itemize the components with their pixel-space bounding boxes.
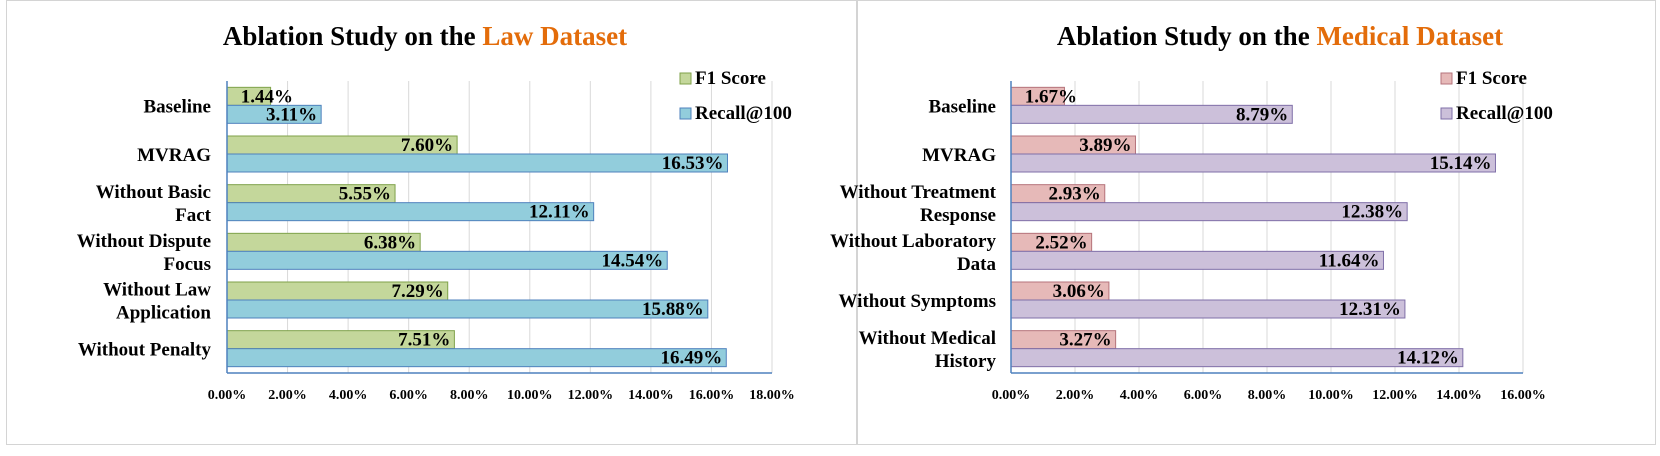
law-x-tick-label: 0.00% <box>208 388 247 403</box>
medical-bar-recall <box>1010 153 1496 173</box>
medical-data-label: 12.31% <box>1339 299 1401 320</box>
medical-data-label: 11.64% <box>1319 250 1380 271</box>
medical-legend-label: F1 Score <box>1456 68 1527 89</box>
medical-data-label: 14.12% <box>1397 348 1459 369</box>
medical-x-tick-label: 10.00% <box>1308 388 1354 403</box>
medical-data-label: 2.52% <box>1035 232 1087 253</box>
medical-x-tick-label: 4.00% <box>1120 388 1159 403</box>
medical-x-tick-label: 0.00% <box>992 388 1031 403</box>
law-x-tick-label: 12.00% <box>568 388 614 403</box>
law-legend-swatch <box>679 72 692 85</box>
medical-data-label: 8.79% <box>1236 104 1288 125</box>
medical-data-label: 3.06% <box>1053 281 1105 302</box>
law-category-label: Application <box>116 303 211 324</box>
medical-x-tick-label: 2.00% <box>1056 388 1095 403</box>
law-chart-svg: Ablation Study on the Law Dataset 0.00% 2.… <box>77 21 795 403</box>
law-data-label: 15.88% <box>642 299 704 320</box>
law-data-label: 7.29% <box>391 281 443 302</box>
law-x-tick-label: 18.00% <box>749 388 795 403</box>
law-data-label: 12.11% <box>529 202 590 223</box>
medical-category-label: Data <box>957 254 997 275</box>
law-category-label: Fact <box>175 205 212 226</box>
law-category-label: Baseline <box>143 96 211 117</box>
medical-chart-svg: Ablation Study on the Medical Dataset 0.0… <box>830 21 1553 403</box>
medical-legend-label: Recall@100 <box>1456 103 1553 124</box>
medical-category-label: MVRAG <box>922 145 996 166</box>
law-x-tick-label: 10.00% <box>507 388 553 403</box>
medical-category-label: Response <box>920 205 996 226</box>
medical-data-label: 3.27% <box>1059 330 1111 351</box>
medical-bar-recall <box>1010 348 1464 368</box>
medical-chart-title: Ablation Study on the Medical Dataset <box>1057 21 1503 51</box>
law-title-prefix: Ablation Study on the <box>223 21 483 51</box>
medical-category-label: Without Symptoms <box>839 291 996 312</box>
law-data-label: 6.38% <box>364 232 416 253</box>
law-data-label: 7.60% <box>401 135 453 156</box>
medical-data-label: 1.67% <box>1025 86 1077 107</box>
law-category-label: Without Dispute <box>77 231 211 252</box>
law-x-tick-label: 8.00% <box>450 388 489 403</box>
medical-legend-swatch <box>1440 107 1453 120</box>
law-legend-swatch <box>679 107 692 120</box>
medical-data-label: 12.38% <box>1341 202 1403 223</box>
law-category-label: MVRAG <box>137 145 211 166</box>
law-category-label: Without Law <box>103 280 211 301</box>
law-chart-title: Ablation Study on the Law Dataset <box>223 21 627 51</box>
law-data-label: 1.44% <box>241 86 293 107</box>
law-title-highlight: Law Dataset <box>482 21 627 51</box>
law-bar-recall <box>226 348 727 368</box>
law-category-label: Focus <box>164 254 212 275</box>
medical-x-tick-label: 6.00% <box>1184 388 1223 403</box>
medical-x-tick-label: 8.00% <box>1248 388 1287 403</box>
medical-data-label: 3.89% <box>1079 135 1131 156</box>
law-x-tick-label: 2.00% <box>268 388 307 403</box>
medical-category-label: Without Treatment <box>840 182 997 203</box>
law-data-label: 7.51% <box>398 330 450 351</box>
law-chart-panel: Ablation Study on the Law Dataset 0.00% 2.… <box>6 0 857 445</box>
law-data-label: 16.49% <box>661 348 723 369</box>
medical-x-tick-label: 14.00% <box>1436 388 1482 403</box>
medical-x-tick-label: 12.00% <box>1372 388 1418 403</box>
medical-title-prefix: Ablation Study on the <box>1057 21 1317 51</box>
law-category-label: Without Basic <box>96 182 211 203</box>
medical-x-tick-label: 16.00% <box>1500 388 1546 403</box>
law-legend-label: Recall@100 <box>695 103 792 124</box>
medical-chart-panel: Ablation Study on the Medical Dataset 0.0… <box>830 0 1656 445</box>
medical-category-label: History <box>935 351 997 372</box>
law-x-tick-label: 16.00% <box>689 388 735 403</box>
medical-category-label: Without Medical <box>859 328 996 349</box>
medical-title-highlight: Medical Dataset <box>1316 21 1503 51</box>
law-data-label: 3.11% <box>266 104 317 125</box>
medical-category-label: Baseline <box>928 96 996 117</box>
law-bar-recall <box>226 299 709 319</box>
law-bar-recall <box>226 153 728 173</box>
law-category-label: Without Penalty <box>78 340 212 361</box>
medical-legend-swatch <box>1440 72 1453 85</box>
law-data-label: 16.53% <box>662 153 724 174</box>
law-x-tick-label: 4.00% <box>329 388 368 403</box>
law-x-tick-label: 14.00% <box>628 388 674 403</box>
law-data-label: 14.54% <box>601 250 663 271</box>
law-x-tick-label: 6.00% <box>389 388 428 403</box>
law-legend-label: F1 Score <box>695 68 766 89</box>
medical-category-label: Without Laboratory <box>830 231 996 252</box>
medical-data-label: 2.93% <box>1049 184 1101 205</box>
medical-data-label: 15.14% <box>1430 153 1492 174</box>
law-data-label: 5.55% <box>339 184 391 205</box>
